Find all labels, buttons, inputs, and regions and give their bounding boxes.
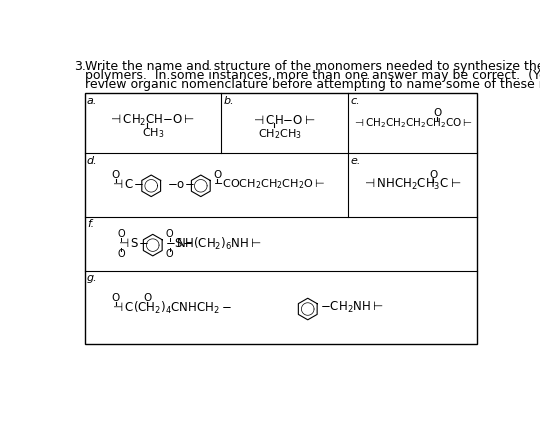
Text: $\dashv$CH$-$O$\vdash$: $\dashv$CH$-$O$\vdash$: [252, 114, 316, 127]
Text: polymers.  In some instances, more than one answer may be correct.  (You may wis: polymers. In some instances, more than o…: [85, 69, 540, 82]
Text: O: O: [166, 229, 174, 239]
Text: O: O: [143, 293, 151, 303]
Text: $\dashv$CH$_2$CH$_2$CH$_2$CH$_2$CO$\vdash$: $\dashv$CH$_2$CH$_2$CH$_2$CH$_2$CO$\vdas…: [352, 116, 473, 130]
Text: O: O: [111, 170, 120, 180]
Text: $-$COCH$_2$CH$_2$CH$_2$O$\vdash$: $-$COCH$_2$CH$_2$CH$_2$O$\vdash$: [213, 178, 325, 191]
Text: O: O: [117, 229, 125, 239]
Text: $\dashv$C$-$: $\dashv$C$-$: [110, 178, 144, 191]
Text: CH$_2$CH$_3$: CH$_2$CH$_3$: [258, 127, 302, 141]
Text: 3.: 3.: [73, 60, 85, 73]
Text: c.: c.: [350, 96, 360, 106]
Text: Write the name and structure of the monomers needed to synthesize the following : Write the name and structure of the mono…: [85, 60, 540, 73]
Text: O: O: [166, 249, 174, 259]
Text: e.: e.: [350, 156, 361, 166]
Text: O: O: [111, 293, 120, 303]
Text: $-$S$-$: $-$S$-$: [165, 237, 193, 250]
Text: O: O: [433, 108, 441, 118]
Text: d.: d.: [87, 156, 98, 166]
Text: a.: a.: [87, 96, 97, 106]
Text: CH$_3$: CH$_3$: [141, 127, 164, 140]
Text: $\dashv$C(CH$_2)_4$CNHCH$_2-$: $\dashv$C(CH$_2)_4$CNHCH$_2-$: [110, 299, 232, 315]
Text: f.: f.: [87, 219, 94, 229]
Text: $\dashv$S$-$: $\dashv$S$-$: [116, 237, 148, 250]
Text: $-$CH$_2$NH$\vdash$: $-$CH$_2$NH$\vdash$: [320, 300, 383, 315]
Bar: [85, 93, 477, 344]
Text: g.: g.: [87, 273, 98, 283]
Text: O: O: [213, 170, 221, 180]
Text: O: O: [429, 170, 437, 180]
Text: NH(CH$_2)_6$NH$\vdash$: NH(CH$_2)_6$NH$\vdash$: [176, 235, 262, 251]
Text: $\dashv$NHCH$_2$CH$_3$C$\vdash$: $\dashv$NHCH$_2$CH$_3$C$\vdash$: [362, 177, 461, 192]
Text: $\dashv$CH$_2$CH$-$O$\vdash$: $\dashv$CH$_2$CH$-$O$\vdash$: [107, 113, 195, 128]
Text: O: O: [117, 249, 125, 259]
Text: $-$o$-$: $-$o$-$: [167, 178, 194, 191]
Text: review organic nomenclature before attempting to name some of these monomers.): review organic nomenclature before attem…: [85, 78, 540, 91]
Text: b.: b.: [223, 96, 234, 106]
